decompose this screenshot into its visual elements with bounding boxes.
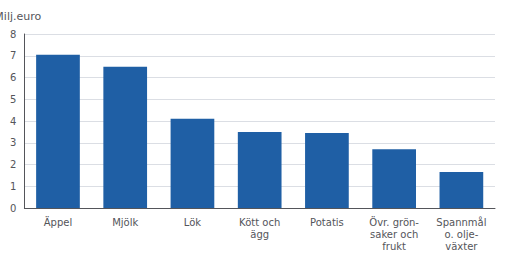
svg-text:växter: växter bbox=[445, 241, 478, 252]
svg-text:Övr. grön-: Övr. grön- bbox=[369, 216, 419, 228]
svg-text:1: 1 bbox=[10, 181, 16, 192]
svg-text:3: 3 bbox=[10, 137, 16, 148]
svg-text:8: 8 bbox=[10, 29, 16, 40]
svg-text:Lök: Lök bbox=[184, 217, 202, 228]
svg-text:Mjölk: Mjölk bbox=[112, 217, 138, 228]
svg-text:o. olje-: o. olje- bbox=[445, 229, 479, 240]
svg-text:Spannmål: Spannmål bbox=[436, 216, 486, 228]
svg-text:6: 6 bbox=[10, 72, 16, 83]
svg-text:4: 4 bbox=[10, 116, 16, 127]
svg-text:saker och: saker och bbox=[370, 229, 418, 240]
svg-text:Kött och: Kött och bbox=[239, 217, 280, 228]
svg-text:7: 7 bbox=[10, 50, 16, 61]
svg-text:2: 2 bbox=[10, 159, 16, 170]
svg-text:Milj.euro: Milj.euro bbox=[0, 10, 42, 23]
svg-text:5: 5 bbox=[10, 94, 16, 105]
svg-text:Potatis: Potatis bbox=[310, 217, 344, 228]
svg-text:frukt: frukt bbox=[382, 241, 406, 252]
svg-text:Äppel: Äppel bbox=[44, 216, 72, 228]
svg-text:ägg: ägg bbox=[250, 229, 269, 240]
svg-text:0: 0 bbox=[10, 203, 16, 214]
